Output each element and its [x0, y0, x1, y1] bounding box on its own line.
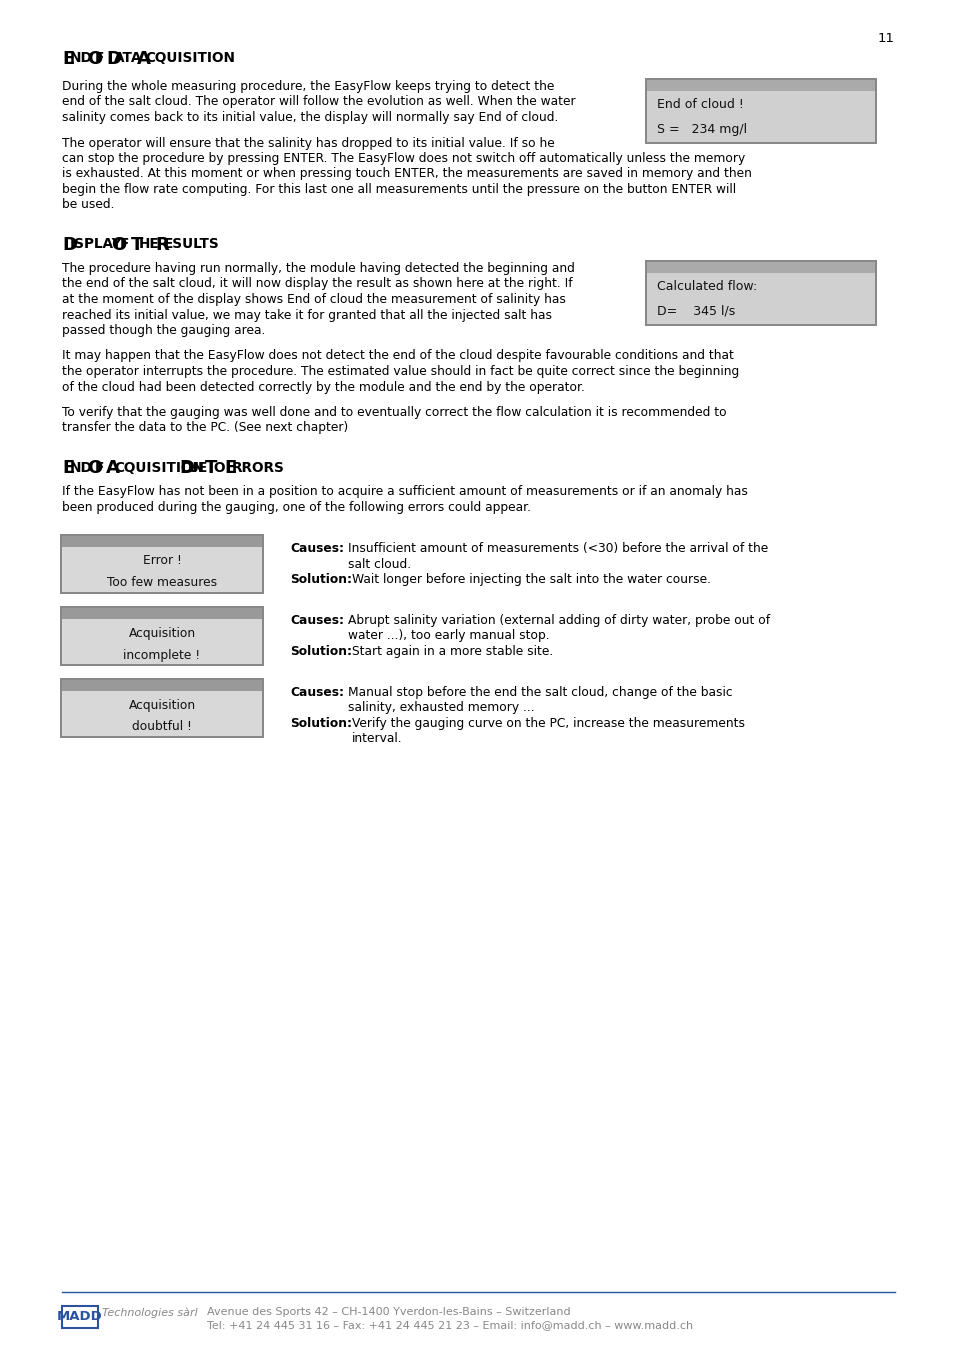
Text: The operator will ensure that the salinity has dropped to its initial value. If : The operator will ensure that the salini… — [62, 136, 554, 150]
Bar — [644, 78, 876, 144]
Bar — [60, 606, 264, 666]
Text: D: D — [62, 236, 77, 254]
Text: can stop the procedure by pressing ENTER. The EasyFlow does not switch off autom: can stop the procedure by pressing ENTER… — [62, 153, 744, 165]
Text: To verify that the gauging was well done and to eventually correct the flow calc: To verify that the gauging was well done… — [62, 406, 726, 418]
Text: doubtful !: doubtful ! — [132, 721, 192, 733]
Text: Error !: Error ! — [142, 555, 181, 567]
Text: be used.: be used. — [62, 198, 114, 212]
Text: Technologies sàrl: Technologies sàrl — [102, 1308, 197, 1319]
Text: is exhausted. At this moment or when pressing touch ENTER, the measurements are : is exhausted. At this moment or when pre… — [62, 167, 751, 181]
Text: E: E — [224, 459, 236, 477]
Text: ND: ND — [70, 51, 92, 66]
Text: reached its initial value, we may take it for granted that all the injected salt: reached its initial value, we may take i… — [62, 309, 552, 321]
Text: Tel: +41 24 445 31 16 – Fax: +41 24 445 21 23 – Email: info@madd.ch – www.madd.c: Tel: +41 24 445 31 16 – Fax: +41 24 445 … — [207, 1320, 693, 1330]
Bar — [62, 1305, 98, 1328]
Text: F: F — [95, 51, 105, 66]
Text: transfer the data to the PC. (See next chapter): transfer the data to the PC. (See next c… — [62, 421, 348, 435]
Bar — [62, 536, 262, 547]
Text: Solution:: Solution: — [290, 717, 352, 730]
Text: interval.: interval. — [352, 733, 402, 745]
Text: D=    345 l/s: D= 345 l/s — [657, 305, 735, 317]
Text: O: O — [112, 236, 127, 254]
Text: begin the flow rate computing. For this last one all measurements until the pres: begin the flow rate computing. For this … — [62, 184, 736, 196]
Text: S =   234 mg/l: S = 234 mg/l — [657, 123, 746, 135]
Text: CQUISITION: CQUISITION — [114, 460, 204, 474]
Text: During the whole measuring procedure, the EasyFlow keeps trying to detect the: During the whole measuring procedure, th… — [62, 80, 554, 93]
Text: O: O — [213, 460, 224, 474]
Text: salinity comes back to its initial value, the display will normally say End of c: salinity comes back to its initial value… — [62, 111, 558, 124]
Text: Too few measures: Too few measures — [107, 576, 217, 590]
Text: of the cloud had been detected correctly by the module and the end by the operat: of the cloud had been detected correctly… — [62, 381, 584, 393]
Text: Causes:: Causes: — [290, 614, 344, 626]
Text: Insufficient amount of measurements (<30) before the arrival of the: Insufficient amount of measurements (<30… — [348, 541, 767, 555]
Text: Start again in a more stable site.: Start again in a more stable site. — [352, 645, 553, 657]
Text: The procedure having run normally, the module having detected the beginning and: The procedure having run normally, the m… — [62, 262, 575, 275]
Text: E: E — [62, 50, 74, 68]
Text: salt cloud.: salt cloud. — [348, 558, 411, 571]
Text: Manual stop before the end the salt cloud, change of the basic: Manual stop before the end the salt clou… — [348, 686, 732, 699]
Text: incomplete !: incomplete ! — [123, 648, 200, 662]
Text: Causes:: Causes: — [290, 686, 344, 699]
Text: Acquisition: Acquisition — [129, 698, 195, 711]
Text: Avenue des Sports 42 – CH-1400 Yverdon-les-Bains – Switzerland: Avenue des Sports 42 – CH-1400 Yverdon-l… — [207, 1307, 570, 1318]
Text: O: O — [87, 50, 102, 68]
Text: Calculated flow:: Calculated flow: — [657, 281, 757, 293]
Bar — [644, 261, 876, 325]
Text: water ...), too early manual stop.: water ...), too early manual stop. — [348, 629, 549, 643]
Text: Verify the gauging curve on the PC, increase the measurements: Verify the gauging curve on the PC, incr… — [352, 717, 744, 730]
Text: If the EasyFlow has not been in a position to acquire a sufficient amount of mea: If the EasyFlow has not been in a positi… — [62, 485, 747, 498]
Bar — [62, 620, 262, 664]
Bar — [646, 273, 874, 324]
Bar — [646, 90, 874, 142]
Text: end of the salt cloud. The operator will follow the evolution as well. When the : end of the salt cloud. The operator will… — [62, 96, 575, 108]
Bar — [60, 535, 264, 594]
Text: UE: UE — [188, 460, 208, 474]
Text: ISPLAY: ISPLAY — [70, 238, 122, 251]
Text: the operator interrupts the procedure. The estimated value should in fact be qui: the operator interrupts the procedure. T… — [62, 364, 739, 378]
Text: Acquisition: Acquisition — [129, 626, 195, 640]
Text: at the moment of the display shows End of cloud the measurement of salinity has: at the moment of the display shows End o… — [62, 293, 565, 306]
Text: T: T — [131, 236, 143, 254]
Bar — [60, 678, 264, 738]
Text: salinity, exhausted memory ...: salinity, exhausted memory ... — [348, 702, 534, 714]
Text: 11: 11 — [877, 32, 894, 45]
Text: Abrupt salinity variation (external adding of dirty water, probe out of: Abrupt salinity variation (external addi… — [348, 614, 769, 626]
Bar — [62, 547, 262, 593]
Text: O: O — [87, 459, 102, 477]
Text: D: D — [106, 50, 121, 68]
Bar — [646, 80, 874, 90]
Text: CQUISITION: CQUISITION — [145, 51, 235, 66]
Text: F: F — [119, 238, 129, 251]
Text: ATA: ATA — [114, 51, 142, 66]
Bar — [62, 608, 262, 620]
Text: Solution:: Solution: — [290, 645, 352, 657]
Text: Wait longer before injecting the salt into the water course.: Wait longer before injecting the salt in… — [352, 572, 710, 586]
Bar — [62, 680, 262, 691]
Text: RRORS: RRORS — [232, 460, 285, 474]
Text: HE: HE — [138, 238, 159, 251]
Text: F: F — [95, 460, 105, 474]
Text: A: A — [137, 50, 152, 68]
Text: ESULTS: ESULTS — [164, 238, 219, 251]
Bar — [646, 262, 874, 273]
Text: A: A — [106, 459, 120, 477]
Bar — [62, 691, 262, 736]
Text: MADD: MADD — [57, 1311, 103, 1323]
Text: Solution:: Solution: — [290, 572, 352, 586]
Text: Causes:: Causes: — [290, 541, 344, 555]
Text: End of cloud !: End of cloud ! — [657, 99, 743, 112]
Text: ND: ND — [70, 460, 92, 474]
Text: T: T — [205, 459, 217, 477]
Text: D: D — [180, 459, 194, 477]
Text: been produced during the gauging, one of the following errors could appear.: been produced during the gauging, one of… — [62, 501, 531, 513]
Text: passed though the gauging area.: passed though the gauging area. — [62, 324, 265, 338]
Text: R: R — [155, 236, 169, 254]
Text: It may happen that the EasyFlow does not detect the end of the cloud despite fav: It may happen that the EasyFlow does not… — [62, 350, 733, 363]
Text: E: E — [62, 459, 74, 477]
Text: the end of the salt cloud, it will now display the result as shown here at the r: the end of the salt cloud, it will now d… — [62, 278, 572, 290]
